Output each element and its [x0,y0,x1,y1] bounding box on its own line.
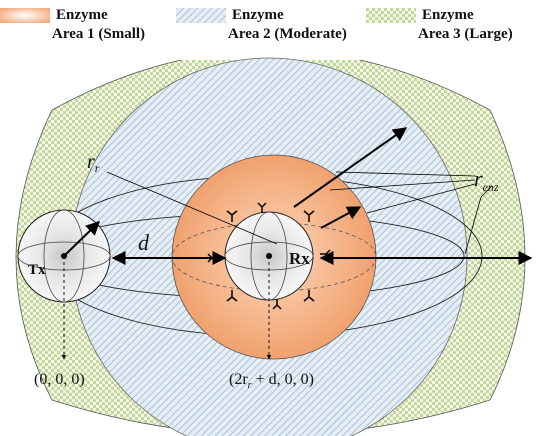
legend: Enzyme Area 1 (Small) Enzyme Area 2 (Mod… [0,4,537,50]
rx-coordinate: (2rr + d, 0, 0) [229,371,314,391]
legend-1-line1: Enzyme [56,7,108,23]
area-2-radius-arrow [293,127,408,208]
enzyme-radius-label: renz [474,166,499,194]
area-1-swatch [0,8,50,23]
area-2-swatch [176,8,226,23]
legend-3-line1: Enzyme [422,7,474,23]
distance-label: d [138,230,150,255]
area-3-swatch [366,8,416,23]
legend-3-line2: Area 3 (Large) [418,26,513,42]
area-1-radius-arrow [320,206,362,229]
legend-2-line1: Enzyme [232,7,284,23]
legend-2-line2: Area 2 (Moderate) [228,26,347,42]
origin-coordinate: (0, 0, 0) [34,371,85,388]
leader-lines [106,171,493,255]
tx-radius-arrow [63,221,101,257]
tx-radius-label: rr [87,151,100,175]
legend-1-line2: Area 1 (Small) [52,26,146,42]
rx-label: Rx [289,249,310,268]
tx-label: Tx [28,262,46,278]
